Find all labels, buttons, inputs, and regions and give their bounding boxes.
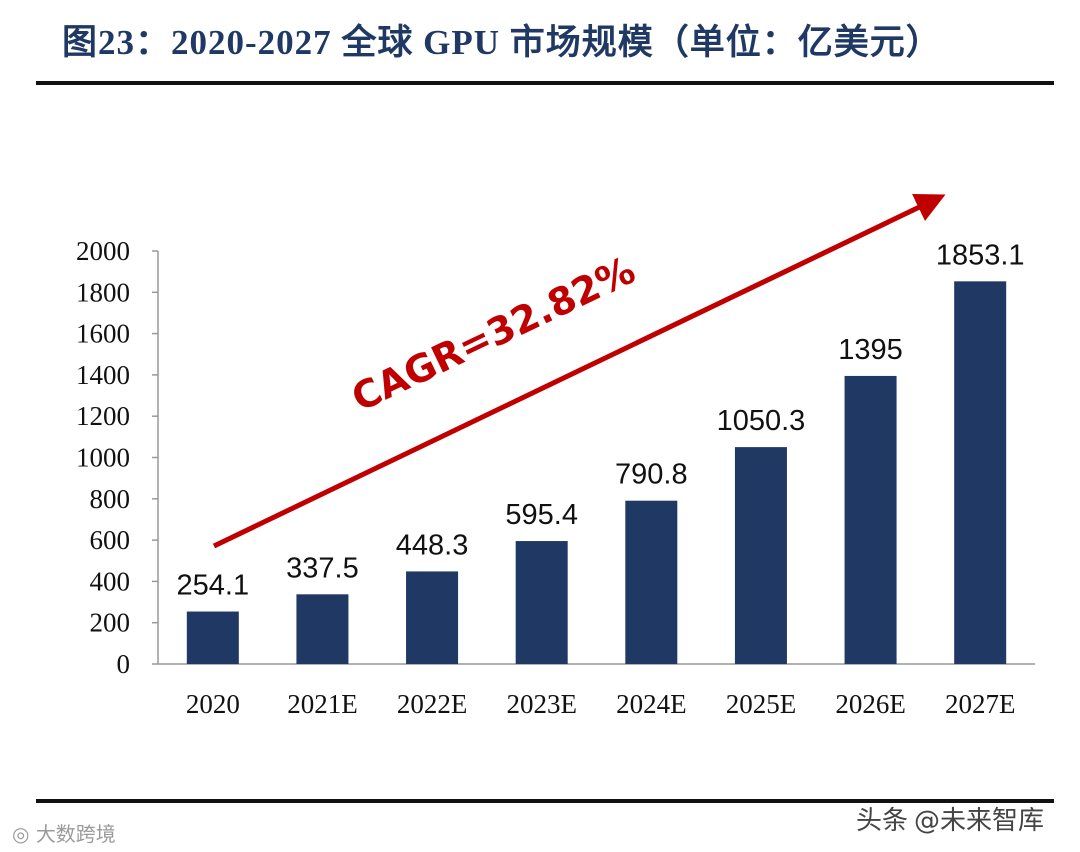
y-tick-label: 1400 bbox=[76, 360, 130, 390]
data-label-2026E: 1395 bbox=[838, 334, 903, 366]
x-tick-label-2024E: 2024E bbox=[616, 689, 687, 719]
data-label-2025E: 1050.3 bbox=[717, 405, 806, 437]
bar-2023E bbox=[515, 541, 568, 664]
cagr-annotation: CAGR=32.82% bbox=[345, 248, 642, 420]
data-label-2027E: 1853.1 bbox=[936, 239, 1025, 271]
data-label-2020: 254.1 bbox=[177, 570, 250, 602]
watermark-right: 头条 @未来智库 bbox=[856, 800, 1044, 837]
y-tick-label: 600 bbox=[90, 525, 131, 555]
chart-title: 图23：2020-2027 全球 GPU 市场规模（单位：亿美元） bbox=[62, 23, 942, 62]
y-tick-label: 1200 bbox=[76, 401, 130, 431]
bar-2024E bbox=[625, 500, 678, 664]
data-label-2023E: 595.4 bbox=[505, 499, 578, 531]
y-tick-label: 400 bbox=[90, 566, 131, 596]
bars bbox=[186, 281, 1007, 664]
y-tick-label: 0 bbox=[117, 649, 131, 679]
y-tick-label: 1800 bbox=[76, 277, 130, 307]
y-tick-label: 2000 bbox=[76, 236, 130, 266]
x-tick-label-2025E: 2025E bbox=[726, 689, 797, 719]
watermark-right-prefix: 头条 bbox=[856, 806, 909, 836]
watermark-right-name: @未来智库 bbox=[914, 806, 1045, 836]
bar-2025E bbox=[734, 447, 787, 664]
bar-2027E bbox=[954, 281, 1007, 664]
y-tick-label: 1600 bbox=[76, 319, 130, 349]
bar-2026E bbox=[844, 375, 897, 664]
y-axis: 0 200 400 600 800 1000 1200 1400 1600 1800 2000 bbox=[76, 236, 159, 679]
bar-2021E bbox=[296, 594, 349, 664]
y-tick-label: 1000 bbox=[76, 443, 130, 473]
watermark-left: ◎ 大数跨境 bbox=[12, 818, 116, 847]
top-divider bbox=[36, 81, 1054, 85]
bar-2022E bbox=[406, 571, 459, 664]
data-labels: 254.1 337.5 448.3 595.4 790.8 1050.3 1395 1853.… bbox=[177, 239, 1025, 601]
x-tick-label-2027E: 2027E bbox=[945, 689, 1016, 719]
x-tick-label-2023E: 2023E bbox=[506, 689, 577, 719]
data-label-2021E: 337.5 bbox=[286, 552, 359, 584]
y-tick-label: 800 bbox=[90, 484, 131, 514]
cagr-trend-arrow bbox=[212, 193, 946, 549]
watermark-left-text: 大数跨境 bbox=[35, 822, 116, 846]
data-label-2024E: 790.8 bbox=[615, 459, 688, 491]
data-label-2022E: 448.3 bbox=[396, 529, 469, 561]
y-tick-label: 200 bbox=[90, 608, 131, 638]
bar-2020 bbox=[186, 611, 239, 664]
x-tick-label-2021E: 2021E bbox=[287, 689, 358, 719]
x-axis: 2020 2021E 2022E 2023E 2024E 2025E 2026E 2027E bbox=[158, 663, 1035, 719]
watermark-logo-icon: ◎ bbox=[12, 822, 30, 846]
bottom-divider bbox=[36, 799, 1054, 803]
x-tick-label-2026E: 2026E bbox=[835, 689, 906, 719]
x-tick-label-2020: 2020 bbox=[186, 689, 240, 719]
x-tick-label-2022E: 2022E bbox=[397, 689, 468, 719]
